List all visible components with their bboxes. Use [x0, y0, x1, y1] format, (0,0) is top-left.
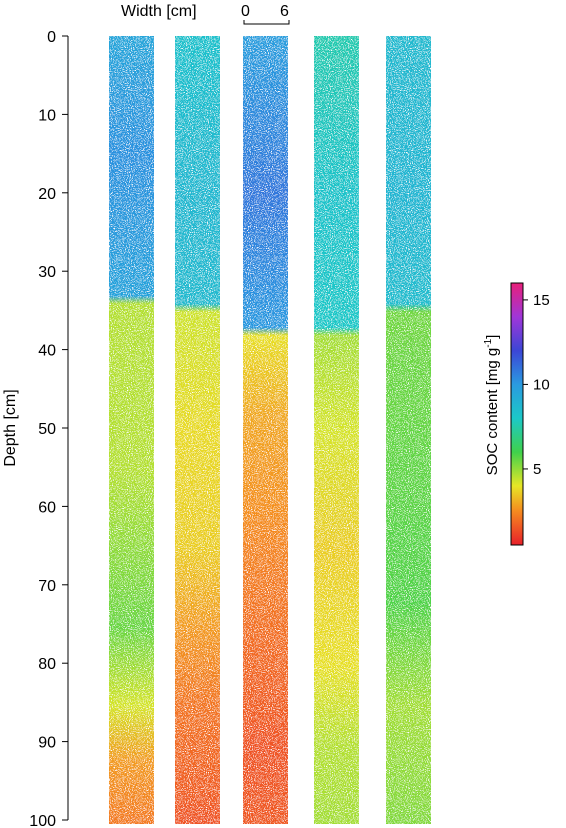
y-tick-label: 100 — [29, 813, 56, 828]
soil-core-1 — [109, 36, 154, 824]
y-tick-label: 90 — [38, 735, 56, 752]
y-tick-label: 0 — [47, 29, 56, 46]
x-axis-label: Width [cm] — [121, 3, 197, 20]
scale-bar-end-label: 6 — [280, 3, 289, 20]
colorbar-tick-label: 10 — [533, 376, 550, 393]
colorbar-label: SOC content [mg g-1] — [483, 335, 501, 476]
colorbar-ramp — [510, 282, 524, 546]
colorbar-tick-label: 5 — [533, 461, 541, 478]
y-tick-label: 10 — [38, 107, 56, 124]
soil-core-2 — [175, 36, 220, 824]
y-tick-label: 40 — [38, 343, 56, 360]
soil-cores — [109, 36, 431, 824]
colorbar-tick-label: 15 — [533, 292, 550, 309]
scale-bar: 0 6 — [241, 3, 290, 25]
y-tick-label: 20 — [38, 186, 56, 203]
scale-bar-line — [243, 20, 290, 25]
y-tick-label: 50 — [38, 421, 56, 438]
soil-core-4 — [314, 36, 359, 824]
y-axis: 0 10 20 30 40 50 60 70 80 90 100 — [29, 29, 69, 828]
y-tick-label: 60 — [38, 499, 56, 516]
soil-core-5 — [386, 36, 431, 824]
y-tick-label: 80 — [38, 656, 56, 673]
y-tick-label: 70 — [38, 578, 56, 595]
scale-bar-start-label: 0 — [241, 3, 250, 20]
y-tick-label: 30 — [38, 264, 56, 281]
y-axis-label: Depth [cm] — [2, 389, 19, 466]
colorbar: 5 10 15 SOC content [mg g-1] — [483, 282, 550, 546]
colorbar-ticks: 5 10 15 — [523, 292, 550, 478]
soil-core-3 — [243, 36, 288, 824]
